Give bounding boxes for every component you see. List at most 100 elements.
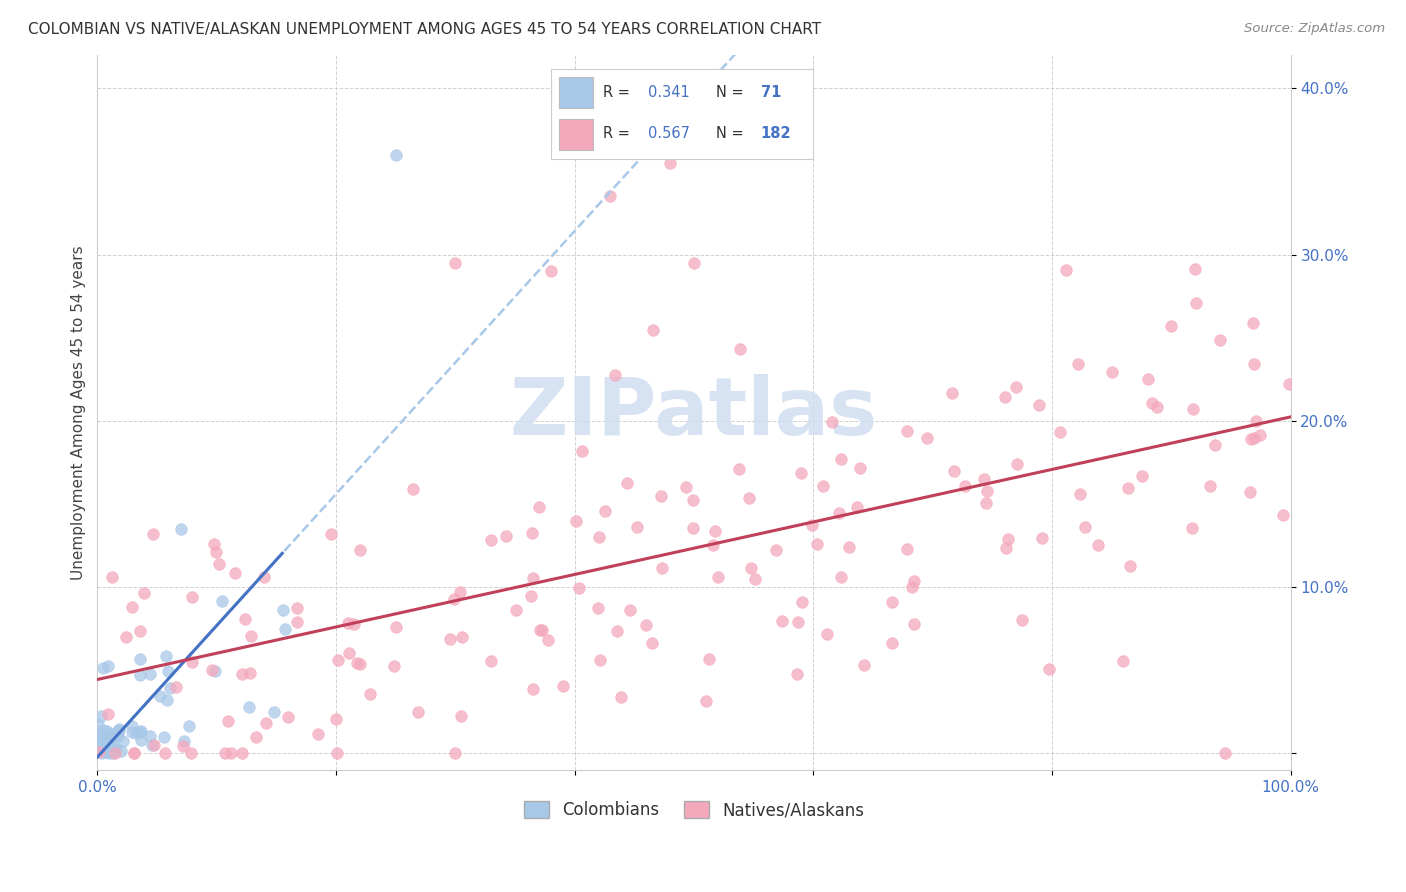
Point bbox=[896, 425, 918, 439]
Point bbox=[522, 571, 544, 585]
Point bbox=[90, 737, 112, 751]
Point bbox=[449, 584, 471, 599]
Point bbox=[122, 747, 145, 761]
Point bbox=[401, 483, 423, 497]
Point bbox=[97, 738, 120, 752]
Point bbox=[224, 566, 246, 581]
Point bbox=[1119, 558, 1142, 573]
Point bbox=[172, 739, 194, 753]
Point bbox=[675, 480, 697, 494]
Point bbox=[94, 744, 117, 758]
Point bbox=[505, 603, 527, 617]
Point bbox=[87, 744, 110, 758]
Point bbox=[1184, 261, 1206, 276]
Point bbox=[994, 390, 1017, 404]
Point bbox=[274, 622, 297, 636]
Point bbox=[479, 654, 502, 668]
Point bbox=[96, 746, 118, 760]
Point bbox=[495, 529, 517, 543]
Point bbox=[527, 500, 550, 515]
Point bbox=[1239, 484, 1261, 499]
Point bbox=[609, 690, 631, 704]
Point bbox=[205, 544, 228, 558]
Point bbox=[1244, 414, 1267, 428]
Point bbox=[108, 723, 131, 738]
Point bbox=[252, 570, 274, 584]
Point bbox=[903, 617, 925, 632]
Point bbox=[231, 666, 253, 681]
Point bbox=[901, 580, 924, 594]
Point bbox=[91, 746, 114, 760]
Point bbox=[976, 483, 998, 498]
Point bbox=[1213, 747, 1236, 761]
Point bbox=[830, 451, 852, 466]
Point bbox=[201, 663, 224, 677]
Point bbox=[326, 747, 349, 761]
Point bbox=[149, 689, 172, 703]
Point bbox=[792, 595, 814, 609]
Point bbox=[153, 747, 176, 761]
Point bbox=[124, 726, 146, 740]
Point bbox=[93, 739, 115, 753]
Point bbox=[122, 747, 145, 761]
Y-axis label: Unemployment Among Ages 45 to 54 years: Unemployment Among Ages 45 to 54 years bbox=[72, 245, 86, 580]
Point bbox=[90, 732, 112, 747]
Point bbox=[903, 574, 925, 588]
Point bbox=[104, 747, 127, 761]
Point bbox=[1116, 481, 1139, 495]
Point bbox=[254, 715, 277, 730]
Point bbox=[728, 343, 751, 357]
Point bbox=[567, 581, 589, 595]
Point bbox=[343, 617, 366, 632]
Point bbox=[1160, 319, 1182, 334]
Point bbox=[1087, 538, 1109, 552]
Point bbox=[1049, 425, 1071, 439]
Point bbox=[588, 601, 610, 615]
Point bbox=[1028, 398, 1050, 412]
Point bbox=[853, 657, 876, 672]
Point bbox=[104, 741, 127, 756]
Point bbox=[565, 514, 588, 528]
Point bbox=[790, 466, 813, 480]
Point bbox=[1241, 316, 1264, 330]
Point bbox=[156, 693, 179, 707]
Point bbox=[1181, 402, 1204, 417]
Point bbox=[606, 624, 628, 638]
Point bbox=[702, 538, 724, 552]
Point bbox=[93, 661, 115, 675]
Point bbox=[1243, 357, 1265, 371]
Point bbox=[811, 479, 834, 493]
Point bbox=[845, 500, 868, 514]
Point bbox=[204, 664, 226, 678]
Point bbox=[1005, 380, 1028, 394]
Point bbox=[319, 526, 342, 541]
Point bbox=[896, 541, 918, 556]
Point bbox=[139, 730, 162, 744]
Point bbox=[240, 629, 263, 643]
Point bbox=[849, 461, 872, 475]
Point bbox=[1031, 531, 1053, 545]
Point bbox=[529, 623, 551, 637]
Point bbox=[641, 636, 664, 650]
Point bbox=[589, 653, 612, 667]
Point bbox=[307, 727, 329, 741]
Point bbox=[359, 687, 381, 701]
Point bbox=[997, 532, 1019, 546]
Point bbox=[217, 714, 239, 728]
Point bbox=[115, 631, 138, 645]
Point bbox=[110, 744, 132, 758]
Point bbox=[208, 557, 231, 571]
Legend: Colombians, Natives/Alaskans: Colombians, Natives/Alaskans bbox=[517, 795, 872, 826]
Point bbox=[98, 727, 121, 741]
Point bbox=[139, 666, 162, 681]
Point bbox=[100, 743, 122, 757]
Point bbox=[1181, 521, 1204, 535]
Point bbox=[830, 570, 852, 584]
Point bbox=[105, 725, 128, 739]
Point bbox=[155, 649, 177, 664]
Point bbox=[90, 709, 112, 723]
Point bbox=[108, 722, 131, 736]
Point bbox=[129, 668, 152, 682]
Point bbox=[87, 738, 110, 752]
Point bbox=[451, 630, 474, 644]
